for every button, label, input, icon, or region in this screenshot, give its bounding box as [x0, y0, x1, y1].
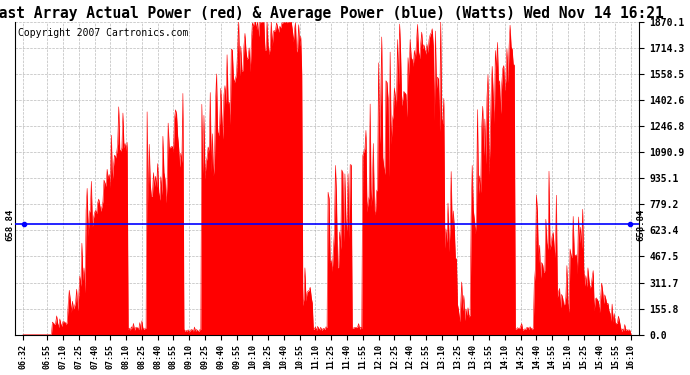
Text: 658.84: 658.84: [636, 209, 645, 241]
Title: East Array Actual Power (red) & Average Power (blue) (Watts) Wed Nov 14 16:21: East Array Actual Power (red) & Average …: [0, 6, 664, 21]
Text: Copyright 2007 Cartronics.com: Copyright 2007 Cartronics.com: [18, 28, 188, 38]
Text: 658.84: 658.84: [6, 209, 14, 241]
